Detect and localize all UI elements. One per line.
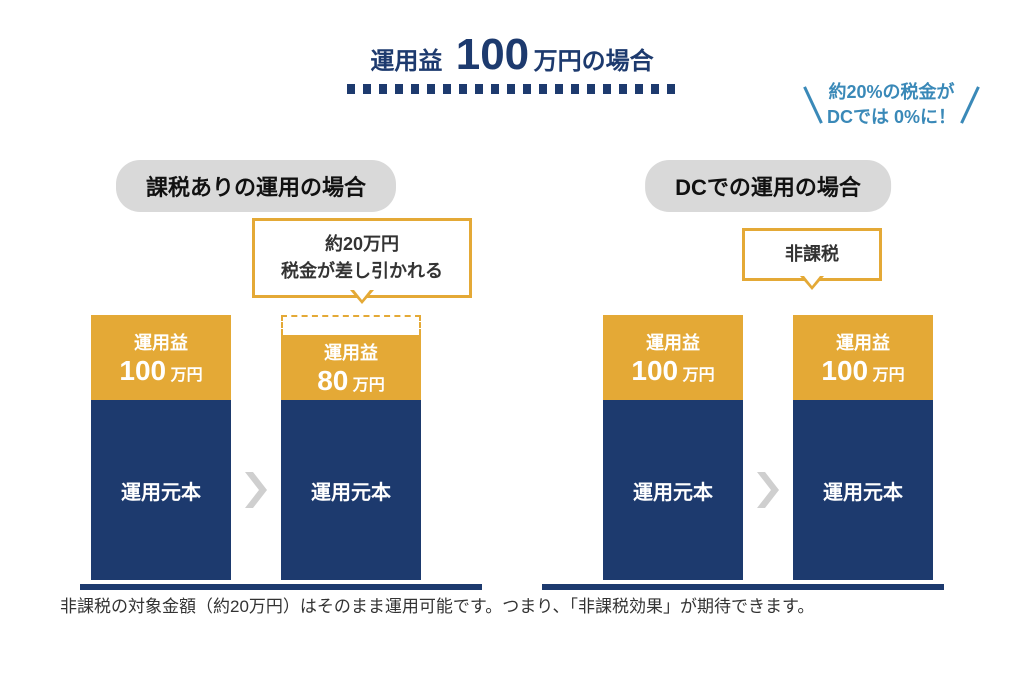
chart-title: 運用益 100 万円の場合 [347, 30, 677, 94]
footnote: 非課税の対象金額（約20万円）はそのまま運用可能です。つまり、「非課税効果」が期… [60, 593, 964, 622]
bar-top-unit: 万円 [171, 367, 203, 384]
slash-right-icon [956, 85, 984, 125]
bar-top-label: 運用益 [793, 329, 933, 355]
dashed-gap [281, 315, 421, 335]
bar-top-unit: 万円 [683, 367, 715, 384]
title-suffix: 万円の場合 [534, 48, 654, 75]
title-amount: 100 [456, 30, 529, 79]
taxed-bars: 運用益 100 万円 運用元本 運用 [0, 230, 512, 580]
title-prefix: 運用益 [370, 48, 442, 75]
bar-top-value: 80 [317, 365, 348, 396]
bar-top-label: 運用益 [281, 339, 421, 365]
taxed-panel-label: 課税ありの運用の場合 [116, 160, 396, 212]
callout-line1: 約20%の税金が [827, 80, 956, 105]
bar-top-unit: 万円 [353, 377, 385, 394]
bar-top-label: 運用益 [603, 329, 743, 355]
dc-bar-before: 運用益 100 万円 運用元本 [603, 315, 743, 580]
taxed-bar-before: 運用益 100 万円 運用元本 [91, 315, 231, 580]
callout-line2: DCでは 0%に！ [827, 105, 956, 130]
bar-bot-label: 運用元本 [121, 476, 201, 505]
dc-bars: 運用益 100 万円 運用元本 運用益 [512, 230, 1024, 580]
bar-bot-label: 運用元本 [633, 476, 713, 505]
title-underline [347, 84, 677, 94]
tax-callout: 約20%の税金が DCでは 0%に！ [799, 80, 984, 130]
bar-top-label: 運用益 [91, 329, 231, 355]
arrow-icon [753, 400, 783, 580]
bar-top-unit: 万円 [873, 367, 905, 384]
bar-top-value: 100 [821, 355, 868, 386]
taxed-panel: 課税ありの運用の場合 約20万円 税金が差し引かれる 運用益 100 万円 運用… [0, 160, 512, 590]
base-line [80, 584, 482, 590]
base-line [542, 584, 944, 590]
bar-top-value: 100 [631, 355, 678, 386]
slash-left-icon [799, 85, 827, 125]
taxed-bar-after: 運用益 80 万円 運用元本 [281, 315, 421, 580]
bar-bot-label: 運用元本 [823, 476, 903, 505]
dc-panel-label: DCでの運用の場合 [645, 160, 891, 212]
bar-bot-label: 運用元本 [311, 476, 391, 505]
arrow-icon [241, 400, 271, 580]
dc-bar-after: 運用益 100 万円 運用元本 [793, 315, 933, 580]
bar-top-value: 100 [119, 355, 166, 386]
panels: 課税ありの運用の場合 約20万円 税金が差し引かれる 運用益 100 万円 運用… [0, 160, 1024, 590]
dc-panel: DCでの運用の場合 非課税 運用益 100 万円 運用元本 [512, 160, 1024, 590]
